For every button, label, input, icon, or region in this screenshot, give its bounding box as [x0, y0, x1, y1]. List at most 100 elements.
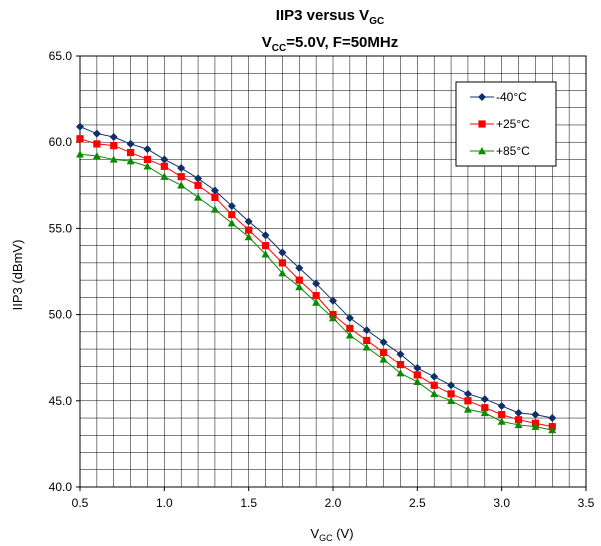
data-point	[194, 181, 202, 189]
chart-title-line1: IIP3 versus VGC	[276, 7, 384, 27]
data-point	[531, 410, 540, 419]
data-point	[126, 157, 135, 165]
x-tick-label: 1.0	[156, 496, 173, 510]
data-point	[362, 326, 371, 335]
data-point	[295, 264, 304, 273]
series-1	[76, 122, 557, 423]
x-axis-label-sub: GC	[319, 533, 333, 543]
legend-marker	[478, 93, 486, 101]
data-point	[480, 395, 489, 404]
series-layer	[76, 122, 557, 434]
legend: -40°C +25°C +85°C	[455, 81, 557, 167]
y-axis-label: IIP3 (dBmV)	[10, 240, 25, 311]
data-point	[244, 217, 253, 226]
legend-item: +25°C	[470, 117, 530, 131]
data-point	[447, 381, 456, 390]
series-3	[76, 150, 557, 434]
data-point	[227, 201, 236, 210]
data-point	[261, 231, 270, 240]
x-tick-label: 3.5	[578, 496, 595, 510]
data-point	[227, 219, 236, 227]
data-point	[177, 181, 186, 189]
y-tick-label: 40.0	[49, 480, 73, 494]
x-axis-label-rest: (V)	[333, 526, 354, 541]
data-point	[329, 314, 337, 322]
x-axis-label-main: V	[310, 526, 319, 541]
legend-item: -40°C	[470, 90, 527, 104]
data-point	[514, 408, 523, 417]
data-point	[447, 396, 456, 404]
y-tick-label: 50.0	[49, 308, 73, 322]
data-point	[430, 389, 439, 398]
y-tick-label: 55.0	[49, 221, 73, 235]
data-point	[498, 410, 506, 419]
data-point	[362, 343, 371, 351]
chart-title-line1-main: IIP3 versus V	[276, 7, 369, 24]
legend-label: -40°C	[496, 90, 527, 104]
chart-title-line1-sub: GC	[369, 16, 384, 27]
data-point	[143, 155, 152, 164]
data-point	[463, 405, 472, 413]
data-point	[480, 408, 489, 417]
data-point	[396, 350, 405, 359]
data-point	[295, 276, 303, 284]
data-point	[228, 211, 236, 219]
data-point	[312, 279, 321, 288]
x-tick-label: 1.5	[240, 496, 257, 510]
data-point	[76, 150, 84, 158]
data-point	[413, 371, 421, 379]
data-point	[345, 314, 354, 323]
data-point	[278, 269, 287, 277]
data-point	[194, 174, 203, 183]
data-point	[245, 226, 253, 234]
legend-label: +85°C	[496, 144, 530, 158]
legend-marker	[478, 120, 486, 128]
data-point	[430, 372, 439, 381]
data-point	[261, 242, 270, 250]
data-point	[211, 193, 219, 201]
data-point	[413, 377, 422, 386]
x-tick-label: 0.5	[72, 496, 89, 510]
data-point	[76, 122, 84, 131]
data-point	[93, 140, 101, 148]
data-point	[380, 348, 388, 357]
data-point	[396, 369, 405, 377]
x-tick-label: 2.5	[409, 496, 426, 510]
data-point	[531, 422, 540, 430]
data-point	[346, 324, 354, 332]
y-tick-label: 60.0	[49, 135, 73, 149]
data-point	[363, 336, 371, 345]
data-point	[177, 164, 186, 173]
data-point	[194, 193, 203, 201]
x-axis-label: VGC (V)	[310, 526, 353, 543]
data-point	[278, 259, 286, 267]
data-point	[109, 155, 118, 163]
y-tick-label: 45.0	[49, 394, 73, 408]
data-point	[312, 292, 320, 300]
data-point	[379, 338, 388, 347]
legend-label: +25°C	[496, 117, 530, 131]
legend-marker	[478, 147, 486, 155]
data-point	[396, 360, 405, 369]
data-point	[295, 283, 304, 291]
y-tick-label: 65.0	[49, 49, 73, 63]
data-point	[76, 135, 84, 143]
data-point	[210, 205, 219, 213]
data-point	[160, 162, 168, 170]
data-point	[548, 414, 557, 423]
chart-title-line2-sub: CC	[272, 43, 286, 54]
data-point	[379, 355, 388, 363]
data-point	[430, 381, 438, 389]
data-point	[261, 250, 270, 258]
legend-item: +85°C	[470, 144, 530, 158]
data-point	[312, 298, 321, 306]
data-point	[210, 186, 219, 195]
data-point	[447, 390, 455, 398]
tick-labels: 0.5 1.0 1.5 2.0 2.5 3.0 3.5 40.0 45.0 50.0 55.0 60.…	[49, 49, 595, 510]
data-point	[244, 233, 253, 241]
data-point	[463, 389, 472, 398]
data-point	[514, 416, 523, 424]
chart-title-line2: VCC=5.0V, F=50MHz	[262, 34, 398, 54]
data-point	[413, 364, 422, 373]
